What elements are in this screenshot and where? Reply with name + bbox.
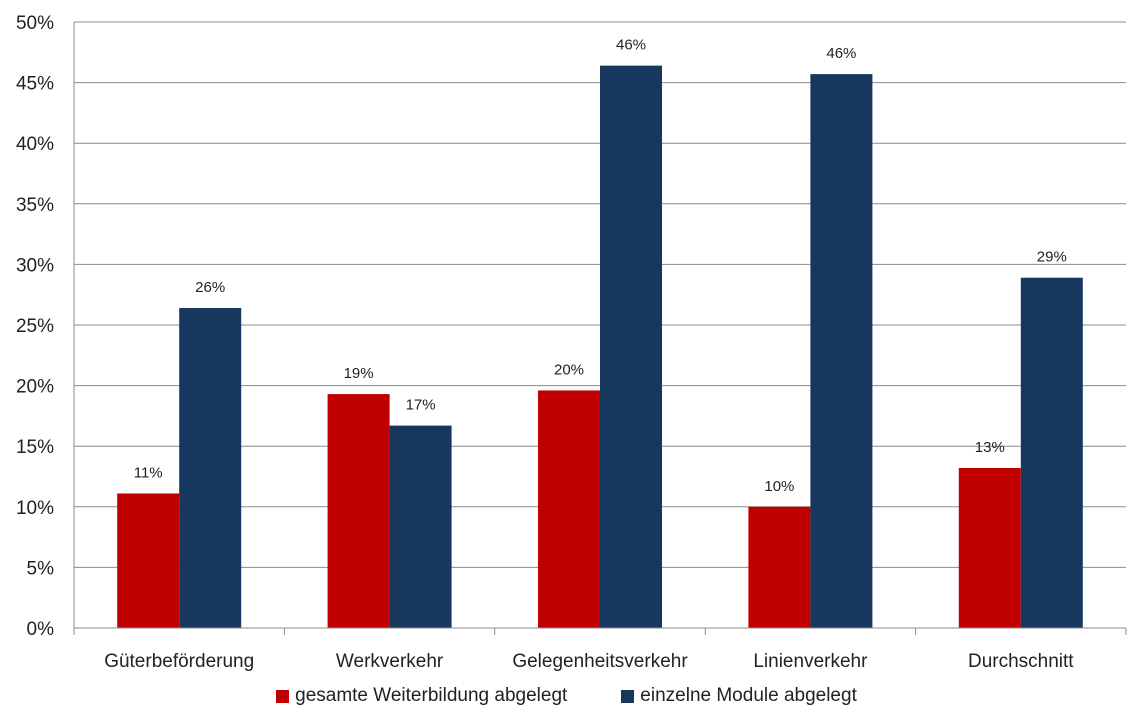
bar-series-2-2 (600, 65, 662, 628)
category-label: Linienverkehr (753, 651, 868, 672)
category-label: Güterbeförderung (104, 651, 254, 672)
y-tick-label: 45% (16, 74, 54, 95)
data-label-series-1-3: 10% (764, 478, 794, 495)
data-label-series-2-0: 26% (195, 279, 225, 296)
y-tick-label: 15% (16, 437, 54, 458)
data-label-series-1-4: 13% (975, 439, 1005, 456)
category-labels: Güterbeförderung Werkverkehr Gelegenheitsv… (104, 651, 1074, 672)
y-tick-label: 5% (27, 558, 55, 579)
bar-series-1-4 (958, 468, 1021, 628)
legend-label-series-2: einzelne Module abgelegt (640, 685, 857, 706)
legend-swatch-series-2 (621, 689, 635, 703)
y-tick-label: 40% (16, 134, 54, 155)
y-axis-ticks: 0% 5% 10% 15% 20% 25% 30% 35% 40% 45% 50% (16, 13, 54, 640)
data-labels: 11% 19% 20% 10% 13% 26% 17% 46% 46% 29% (134, 37, 1067, 495)
bar-series-2-3 (810, 74, 873, 629)
bar-chart: 0% 5% 10% 15% 20% 25% 30% 35% 40% 45% 50% 11% 19% 20… (16, 13, 1127, 672)
bar-series-1-2 (538, 390, 600, 628)
data-label-series-2-3: 46% (826, 45, 856, 62)
data-label-series-2-1: 17% (406, 397, 436, 414)
data-label-series-1-0: 11% (134, 464, 163, 481)
bar-series-1-1 (327, 394, 390, 628)
bar-series-1-0 (117, 493, 180, 628)
category-label: Durchschnitt (968, 651, 1074, 672)
y-tick-label: 0% (27, 619, 55, 640)
bar-series-1-3 (748, 506, 811, 628)
legend-item-series-1: gesamte Weiterbildung abgelegt (276, 685, 567, 707)
data-label-series-2-4: 29% (1037, 249, 1067, 266)
y-tick-label: 25% (16, 316, 54, 337)
y-tick-label: 30% (16, 255, 54, 276)
legend-item-series-2: einzelne Module abgelegt (621, 685, 857, 707)
data-label-series-2-2: 46% (616, 37, 646, 54)
y-tick-label: 35% (16, 195, 54, 216)
legend: gesamte Weiterbildung abgelegt einzelne … (0, 685, 1133, 707)
data-label-series-1-1: 19% (344, 365, 374, 382)
y-tick-label: 20% (16, 377, 54, 398)
y-tick-label: 10% (16, 498, 54, 519)
data-label-series-1-2: 20% (554, 361, 584, 378)
bars (117, 65, 1083, 629)
bar-series-2-0 (179, 308, 242, 628)
bar-series-2-4 (1020, 277, 1083, 628)
x-axis (73, 22, 1127, 635)
category-label: Gelegenheitsverkehr (512, 651, 688, 672)
bar-series-2-1 (389, 425, 452, 628)
legend-label-series-1: gesamte Weiterbildung abgelegt (295, 685, 568, 706)
y-tick-label: 50% (16, 13, 54, 34)
legend-swatch-series-1 (276, 689, 290, 703)
category-label: Werkverkehr (336, 651, 444, 672)
